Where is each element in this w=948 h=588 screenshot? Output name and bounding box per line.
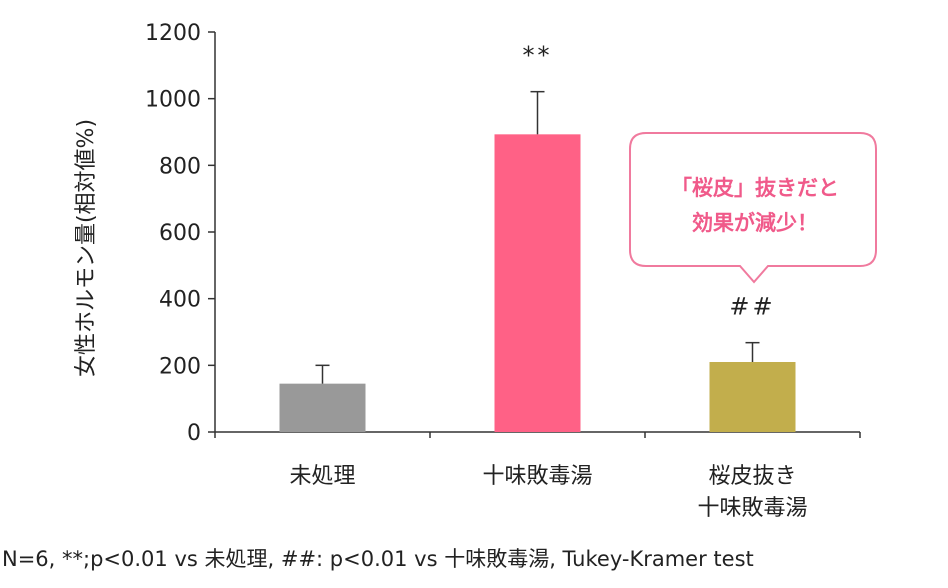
- bars: [279, 134, 796, 433]
- y-tick-label: 1200: [145, 21, 201, 46]
- significance-marks: ** ##: [523, 42, 775, 321]
- callout-text: 「桜皮」抜きだと: [671, 176, 839, 200]
- x-axis: [214, 431, 861, 438]
- y-tick-label: 1000: [145, 88, 201, 113]
- callout-shape: [629, 132, 877, 284]
- bar: [279, 383, 366, 432]
- y-tick-label: 800: [159, 154, 201, 179]
- x-tick-label: 十味敗毒湯: [697, 496, 807, 521]
- footnote: N=6, **;p<0.01 vs 未処理, ##: p<0.01 vs 十味敗…: [2, 547, 754, 571]
- significance-mark: **: [523, 42, 553, 70]
- bar: [709, 362, 796, 432]
- y-tick-label: 600: [159, 221, 201, 246]
- bar: [494, 134, 581, 433]
- y-tick-label: 400: [159, 288, 201, 313]
- callout-text: 効果が減少！: [692, 211, 818, 235]
- x-tick-label: 桜皮抜き: [708, 464, 796, 489]
- y-tick-label: 200: [159, 354, 201, 379]
- y-axis: 0 200 400 600 800 1000 1200: [145, 21, 216, 446]
- significance-mark: ##: [729, 293, 775, 321]
- x-tick-label: 未処理: [289, 464, 355, 489]
- y-tick-label: 0: [187, 421, 201, 446]
- y-axis-label: 女性ホルモン量(相対値%): [74, 119, 99, 377]
- x-tick-label: 十味敗毒湯: [482, 464, 592, 489]
- error-bars: [315, 90, 760, 384]
